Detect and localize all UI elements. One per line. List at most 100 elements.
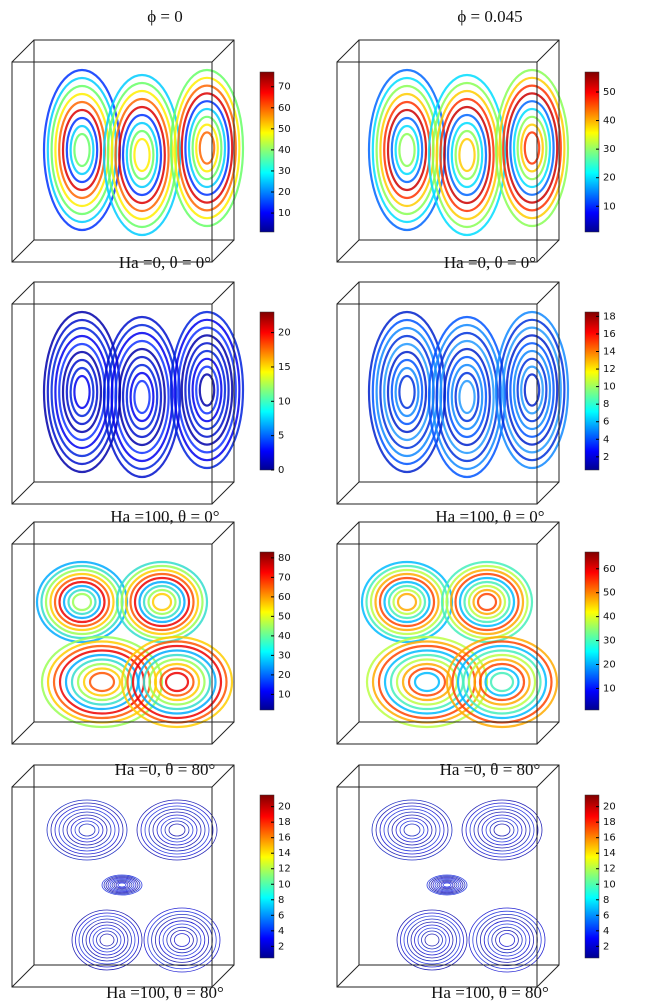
streamline [177,84,237,212]
streamline [131,644,223,720]
streamline [443,105,491,205]
colorbar-tick-label: 20 [603,173,616,184]
streamline [75,912,139,968]
streamline [180,92,234,204]
streamline [509,100,555,196]
panel: 10 20 30 40 50 60 70 Ha =0, θ = 0° [11,39,291,272]
streamline [431,81,503,229]
streamline [439,339,495,455]
streamline [516,115,548,181]
streamline [386,350,428,434]
cube-front [336,786,538,988]
cube-edge [536,239,560,263]
streamline [369,568,445,636]
colorbar-tick-label: 10 [603,879,616,890]
colorbar-tick-label: 70 [278,82,291,93]
streamline [446,113,488,197]
streamline [124,568,200,636]
streamline [40,635,164,729]
colorbar-tick-label: 14 [603,848,616,859]
colorbar [259,71,275,233]
streamline [410,921,454,959]
cube-front [336,61,538,263]
colorbar-tick-label: 2 [603,941,609,952]
colorbar-tick-label: 16 [603,833,616,844]
streamline [463,580,511,624]
cube-edge [536,964,560,988]
streamline [442,882,452,888]
colorbar-tick-label: 15 [278,362,291,373]
streamline [450,121,484,189]
cube-edge [211,281,235,305]
cube-back [358,521,560,723]
streamline [498,76,566,220]
streamline [520,123,544,173]
streamline [148,658,206,706]
streamline [180,334,234,446]
colorbar-tick-label: 60 [278,103,291,114]
cube-edge [211,481,235,505]
streamline [446,355,488,439]
streamline [489,671,515,693]
streamline [61,350,103,434]
streamline [365,564,449,640]
cube-edge [211,764,235,788]
colorbar-tick-label: 12 [603,364,616,375]
panel-caption: Ha =100, θ = 0° [435,507,544,526]
streamline [502,326,562,454]
panel-caption: Ha =0, θ = 0° [444,253,536,272]
cube-front [11,303,213,505]
streamline [435,331,499,463]
streamline [76,662,128,702]
panel-caption: Ha =100, θ = 80° [106,983,224,1002]
colorbar-tick-label: 4 [278,926,284,937]
streamline [365,635,489,729]
streamline [427,73,507,237]
streamline [96,930,118,950]
cube-edge [11,481,35,505]
streamline [153,662,201,702]
streamline [121,113,163,197]
colorbar-tick-label: 18 [603,311,616,322]
streamline [129,371,155,423]
streamline [427,315,507,479]
colorbar-tick-label: 2 [278,941,284,952]
cube-edge [211,39,235,63]
streamline [187,349,227,431]
cube-back [358,39,560,241]
colorbar-tick-label: 6 [278,910,284,921]
streamline [137,649,217,715]
streamline [450,363,484,431]
streamline [140,802,214,858]
streamline [142,584,182,620]
streamline [487,923,527,957]
colorbar-tick-label: 20 [278,328,291,339]
streamline [467,653,537,711]
cube-edge [211,964,235,988]
streamline [485,817,519,843]
streamline [160,817,194,843]
cube-edge [336,281,360,305]
colorbar-tick-label: 8 [603,399,609,410]
streamline [449,568,525,636]
streamline [58,808,116,852]
streamline [498,933,515,947]
colorbar [584,311,600,471]
streamline [164,820,190,840]
streamline [44,568,120,636]
streamline [121,355,163,439]
streamline [377,644,477,720]
streamline [505,92,559,204]
streamline [168,823,186,837]
streamline [479,917,534,963]
cube-edge [536,721,560,745]
streamline [166,926,198,954]
cube-back [358,281,560,483]
streamline [173,933,190,947]
streamline [133,576,191,628]
streamline [403,915,461,965]
streamline [371,799,453,861]
streamline [386,108,428,192]
streamline [102,315,182,479]
